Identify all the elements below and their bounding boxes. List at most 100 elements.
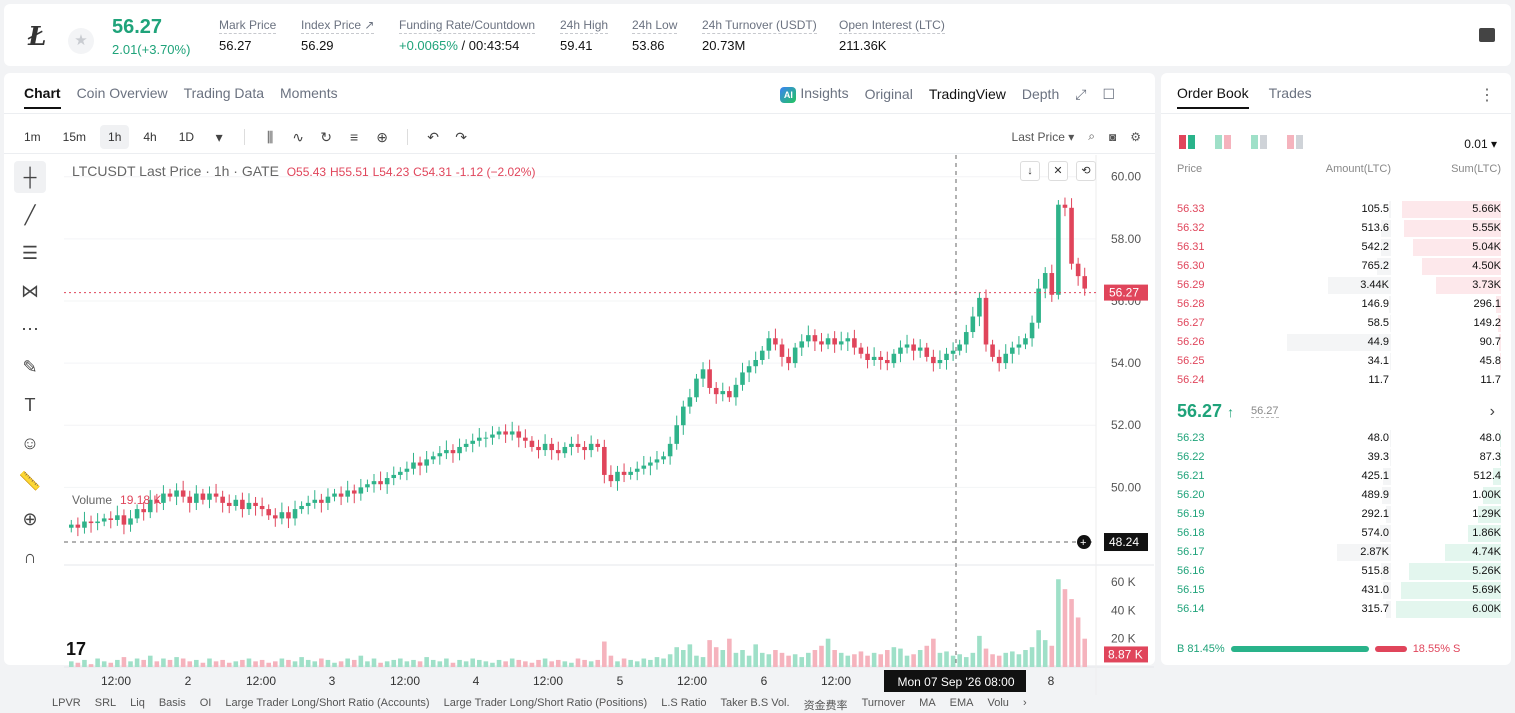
tab-depth[interactable]: Depth [1021, 86, 1060, 102]
indicator-0[interactable]: LPVR [52, 697, 81, 709]
bids-row[interactable]: 56.15 431.0 5.69K [1161, 581, 1511, 600]
pattern-icon[interactable]: ⋈ [21, 281, 39, 301]
candle-body [812, 335, 818, 342]
tab-insights[interactable]: AI Insights [780, 85, 849, 103]
fib-icon[interactable]: ⋯ [21, 319, 39, 339]
undo-icon[interactable]: ↶ [427, 128, 439, 145]
row-amount: 44.9 [1367, 336, 1389, 348]
asks-row[interactable]: 56.31 542.2 5.04K [1161, 238, 1511, 257]
templates-icon[interactable]: ≡ [349, 129, 359, 145]
asks-row[interactable]: 56.28 146.9 296.1 [1161, 295, 1511, 314]
stat-index-price[interactable]: Index Price ↗ 56.29 [301, 18, 375, 53]
chevron-down-icon[interactable]: ▾ [215, 128, 223, 145]
chevron-right-icon[interactable]: › [1489, 403, 1495, 420]
reset-icon[interactable]: ⟲ [1076, 161, 1096, 181]
asks-row[interactable]: 56.29 3.44K 3.73K [1161, 276, 1511, 295]
asks-row[interactable]: 56.25 34.1 45.8 [1161, 352, 1511, 371]
indicator-9[interactable]: 资金费率 [803, 700, 848, 712]
text-icon[interactable]: T [24, 395, 36, 415]
interval-15m[interactable]: 15m [62, 130, 87, 144]
crosshair-icon[interactable]: ┼ [14, 161, 46, 193]
asks-row[interactable]: 56.26 44.9 90.7 [1161, 333, 1511, 352]
bids-row[interactable]: 56.22 39.3 87.3 [1161, 448, 1511, 467]
more-icon[interactable]: ⋮ [1479, 87, 1495, 104]
view-asks-icon[interactable] [1287, 135, 1303, 149]
bids-row[interactable]: 56.19 292.1 1.29K [1161, 505, 1511, 524]
horizontal-lines-icon[interactable]: ☰ [21, 243, 39, 263]
price-type-select[interactable]: Last Price ▾ [1011, 129, 1075, 144]
chart-area[interactable]: 60.00 58.00 56.00 54.00 52.00 50.00 60 K 40 K 20… [56, 155, 1154, 695]
chevron-right-icon[interactable]: › [1022, 697, 1027, 709]
asks-row[interactable]: 56.33 105.5 5.66K [1161, 200, 1511, 219]
emoji-icon[interactable]: ☺ [20, 433, 40, 453]
refresh-icon[interactable]: ↻ [320, 128, 332, 145]
zoom-in-icon[interactable]: ⊕ [22, 509, 38, 529]
asks-row[interactable]: 56.32 513.6 5.55K [1161, 219, 1511, 238]
indicator-3[interactable]: Basis [158, 697, 186, 709]
view-split-icon[interactable] [1215, 135, 1231, 149]
asks-row[interactable]: 56.27 58.5 149.2 [1161, 314, 1511, 333]
indicators-icon[interactable]: ∿ [292, 128, 304, 145]
tab-chart[interactable]: Chart [24, 85, 61, 109]
tab-original[interactable]: Original [864, 86, 913, 102]
add-alert-icon[interactable]: ⊕ [376, 128, 388, 145]
indicator-8[interactable]: Taker B.S Vol. [720, 697, 790, 709]
interval-1d[interactable]: 1D [178, 130, 195, 144]
window-icon[interactable]: ☐ [1102, 85, 1115, 102]
tab-trades[interactable]: Trades [1268, 85, 1312, 101]
depth-bar [1477, 506, 1501, 523]
divider [1161, 113, 1511, 114]
indicator-5[interactable]: Large Trader Long/Short Ratio (Accounts) [225, 697, 430, 709]
search-icon[interactable]: ⌕ [1088, 129, 1095, 143]
indicator-13[interactable]: Volu [987, 697, 1009, 709]
tab-moments[interactable]: Moments [280, 85, 338, 101]
bids-row[interactable]: 56.20 489.9 1.00K [1161, 486, 1511, 505]
gear-icon[interactable]: ⚙ [1130, 129, 1141, 144]
indicator-2[interactable]: Liq [130, 697, 145, 709]
scroll-down-icon[interactable]: ↓ [1020, 161, 1040, 181]
expand-icon[interactable]: ⤢ [1075, 85, 1087, 102]
candle-type-icon[interactable]: ⫼ [266, 128, 274, 145]
tab-trading-data[interactable]: Trading Data [183, 85, 265, 101]
bids-row[interactable]: 56.21 425.1 512.4 [1161, 467, 1511, 486]
bids-row[interactable]: 56.18 574.0 1.86K [1161, 524, 1511, 543]
interval-4h[interactable]: 4h [143, 130, 157, 144]
magnet-icon[interactable]: ∩ [23, 547, 37, 567]
view-bids-icon[interactable] [1251, 135, 1267, 149]
indicator-4[interactable]: OI [199, 697, 212, 709]
collapse-icon[interactable]: ✕ [1048, 161, 1068, 181]
indicator-12[interactable]: EMA [949, 697, 974, 709]
book-view-selector [1179, 135, 1303, 149]
ruler-icon[interactable]: 📏 [18, 471, 42, 491]
indicator-6[interactable]: Large Trader Long/Short Ratio (Positions… [443, 697, 648, 709]
camera-icon[interactable]: ◙ [1108, 129, 1117, 144]
brush-icon[interactable]: ✎ [22, 357, 38, 377]
bids-row[interactable]: 56.14 315.7 6.00K [1161, 600, 1511, 619]
favorite-star-icon[interactable]: ★ [68, 28, 94, 54]
precision-select[interactable]: 0.01 ▾ [1464, 137, 1497, 151]
mark-price: 56.27 [1251, 405, 1279, 418]
indicator-1[interactable]: SRL [94, 697, 117, 709]
asks-row[interactable]: 56.24 11.7 11.7 [1161, 371, 1511, 390]
interval-1h[interactable]: 1h [100, 125, 130, 149]
guide-book-icon[interactable] [1479, 28, 1495, 42]
indicator-11[interactable]: MA [919, 697, 936, 709]
tab-order-book[interactable]: Order Book [1177, 85, 1249, 109]
asks-row[interactable]: 56.30 765.2 4.50K [1161, 257, 1511, 276]
bids-row[interactable]: 56.23 48.0 48.0 [1161, 429, 1511, 448]
view-both-icon[interactable] [1179, 135, 1195, 149]
indicator-10[interactable]: Turnover [861, 697, 906, 709]
tab-tradingview[interactable]: TradingView [928, 86, 1006, 102]
bids-row[interactable]: 56.17 2.87K 4.74K [1161, 543, 1511, 562]
bids-row[interactable]: 56.16 515.8 5.26K [1161, 562, 1511, 581]
volume-bar [602, 641, 607, 667]
redo-icon[interactable]: ↷ [455, 128, 467, 145]
row-sum: 11.7 [1480, 374, 1501, 386]
trendline-icon[interactable]: ╱ [24, 205, 36, 225]
tab-coin-overview[interactable]: Coin Overview [76, 85, 168, 101]
candle-body [325, 496, 331, 503]
interval-1m[interactable]: 1m [24, 130, 41, 144]
indicator-7[interactable]: L.S Ratio [661, 697, 707, 709]
volume-bar [75, 662, 81, 667]
